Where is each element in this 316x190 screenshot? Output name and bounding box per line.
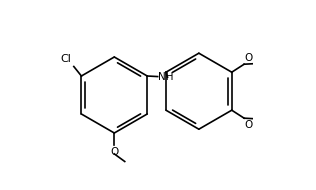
Text: NH: NH <box>158 72 174 82</box>
Text: Cl: Cl <box>60 54 71 64</box>
Text: O: O <box>110 147 118 157</box>
Text: O: O <box>245 53 253 63</box>
Text: O: O <box>245 120 253 130</box>
